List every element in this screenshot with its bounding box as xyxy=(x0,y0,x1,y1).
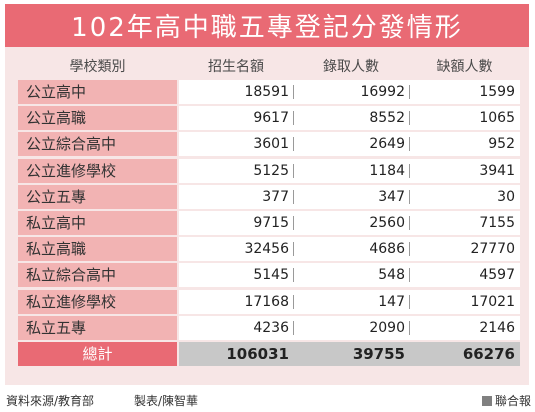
column-separator xyxy=(409,137,410,152)
column-header-vacancies: 缺額人數 xyxy=(436,59,493,75)
vacancies-value: 3941 xyxy=(479,162,515,179)
column-separator xyxy=(293,320,294,335)
value-band: 5125 1184 3941 xyxy=(179,158,520,183)
table-row: 私立高職 32456 4686 27770 xyxy=(5,237,529,262)
value-band: 9617 8552 1065 xyxy=(179,106,520,131)
column-separator xyxy=(293,137,294,152)
credit-note: 製表/陳智華 xyxy=(134,394,199,408)
column-separator xyxy=(409,163,410,178)
admitted-value: 548 xyxy=(378,267,405,284)
admitted-value: 4686 xyxy=(369,241,405,258)
vacancies-value: 952 xyxy=(488,136,515,153)
column-separator xyxy=(409,294,410,309)
vacancies-value: 27770 xyxy=(470,241,515,258)
vacancies-value: 1599 xyxy=(479,84,515,100)
quota-value: 377 xyxy=(262,188,289,205)
brand-name: 聯合報 xyxy=(495,394,532,408)
quota-value: 32456 xyxy=(244,241,289,258)
category-cell: 公立綜合高中 xyxy=(18,132,177,157)
table-row: 私立高中 9715 2560 7155 xyxy=(5,211,529,235)
quota-value: 106031 xyxy=(226,345,289,363)
column-separator xyxy=(293,268,294,283)
table-row: 私立五專 4236 2090 2146 xyxy=(5,315,529,340)
quota-value: 4236 xyxy=(253,319,289,336)
vacancies-value: 1065 xyxy=(479,110,515,127)
quota-value: 17168 xyxy=(244,293,289,310)
column-separator xyxy=(293,163,294,178)
category-cell: 公立高職 xyxy=(18,106,177,131)
source-note: 資料來源/教育部 xyxy=(6,394,95,408)
admitted-value: 16992 xyxy=(360,84,405,100)
admitted-value: 1184 xyxy=(369,162,405,179)
category-cell: 公立高中 xyxy=(18,80,177,104)
value-band: 3601 2649 952 xyxy=(179,132,520,157)
vacancies-value: 30 xyxy=(497,188,515,205)
header-row: 學校類別 招生名額 錄取人數 缺額人數 xyxy=(5,56,529,78)
quota-value: 18591 xyxy=(244,84,289,100)
chart-title: 102年高中職五專登記分發情形 xyxy=(71,13,463,43)
category-cell: 公立五專 xyxy=(18,184,177,209)
quota-value: 3601 xyxy=(253,136,289,153)
value-band: 377 347 30 xyxy=(179,184,520,209)
column-separator xyxy=(409,320,410,335)
column-separator xyxy=(409,216,410,230)
value-band: 106031 39755 66276 xyxy=(179,342,520,366)
category-cell: 私立綜合高中 xyxy=(18,263,177,288)
column-separator xyxy=(409,111,410,126)
column-header-admitted: 錄取人數 xyxy=(323,59,379,75)
admitted-value: 147 xyxy=(378,293,405,310)
table-row: 公立進修學校 5125 1184 3941 xyxy=(5,158,529,183)
value-band: 9715 2560 7155 xyxy=(179,211,520,235)
quota-value: 9715 xyxy=(253,215,289,231)
admitted-value: 2649 xyxy=(369,136,405,153)
column-separator xyxy=(293,85,294,99)
admitted-value: 2090 xyxy=(369,319,405,336)
column-separator xyxy=(293,189,294,204)
vacancies-value: 4597 xyxy=(479,267,515,284)
total-label: 總計 xyxy=(18,342,177,366)
quota-value: 5125 xyxy=(253,162,289,179)
table-row: 私立進修學校 17168 147 17021 xyxy=(5,289,529,314)
total-row: 總計 106031 39755 66276 xyxy=(5,342,529,366)
table-row: 私立綜合高中 5145 548 4597 xyxy=(5,263,529,288)
column-separator xyxy=(293,111,294,126)
value-band: 18591 16992 1599 xyxy=(179,80,520,104)
column-separator xyxy=(409,268,410,283)
table-row: 公立高職 9617 8552 1065 xyxy=(5,106,529,131)
value-band: 5145 548 4597 xyxy=(179,263,520,288)
value-band: 17168 147 17021 xyxy=(179,289,520,314)
quota-value: 5145 xyxy=(253,267,289,284)
category-cell: 私立五專 xyxy=(18,315,177,340)
quota-value: 9617 xyxy=(253,110,289,127)
column-separator xyxy=(293,242,294,257)
table-row: 公立綜合高中 3601 2649 952 xyxy=(5,132,529,157)
table-row: 公立五專 377 347 30 xyxy=(5,184,529,209)
category-cell: 私立高職 xyxy=(18,237,177,262)
column-header-category: 學校類別 xyxy=(69,59,126,75)
admitted-value: 2560 xyxy=(369,215,405,231)
admitted-value: 347 xyxy=(378,188,405,205)
column-separator xyxy=(293,294,294,309)
table-panel: 102年高中職五專登記分發情形 學校類別 招生名額 錄取人數 缺額人數 公立高中… xyxy=(5,4,529,385)
brand-mark: 聯合報 xyxy=(482,393,531,409)
column-separator xyxy=(409,242,410,257)
category-cell: 公立進修學校 xyxy=(18,158,177,183)
title-bar: 102年高中職五專登記分發情形 xyxy=(5,4,529,47)
column-separator xyxy=(409,189,410,204)
column-header-quota: 招生名額 xyxy=(208,59,264,75)
vacancies-value: 17021 xyxy=(470,293,515,310)
value-band: 4236 2090 2146 xyxy=(179,315,520,340)
vacancies-value: 2146 xyxy=(479,319,515,336)
column-separator xyxy=(409,85,410,99)
vacancies-value: 7155 xyxy=(479,215,515,231)
category-cell: 私立高中 xyxy=(18,211,177,235)
admitted-value: 8552 xyxy=(369,110,405,127)
admitted-value: 39755 xyxy=(352,345,405,363)
logo-square-icon xyxy=(482,396,492,406)
vacancies-value: 66276 xyxy=(462,345,515,363)
value-band: 32456 4686 27770 xyxy=(179,237,520,262)
column-separator xyxy=(293,216,294,230)
table-row: 公立高中 18591 16992 1599 xyxy=(5,80,529,104)
category-cell: 私立進修學校 xyxy=(18,289,177,314)
